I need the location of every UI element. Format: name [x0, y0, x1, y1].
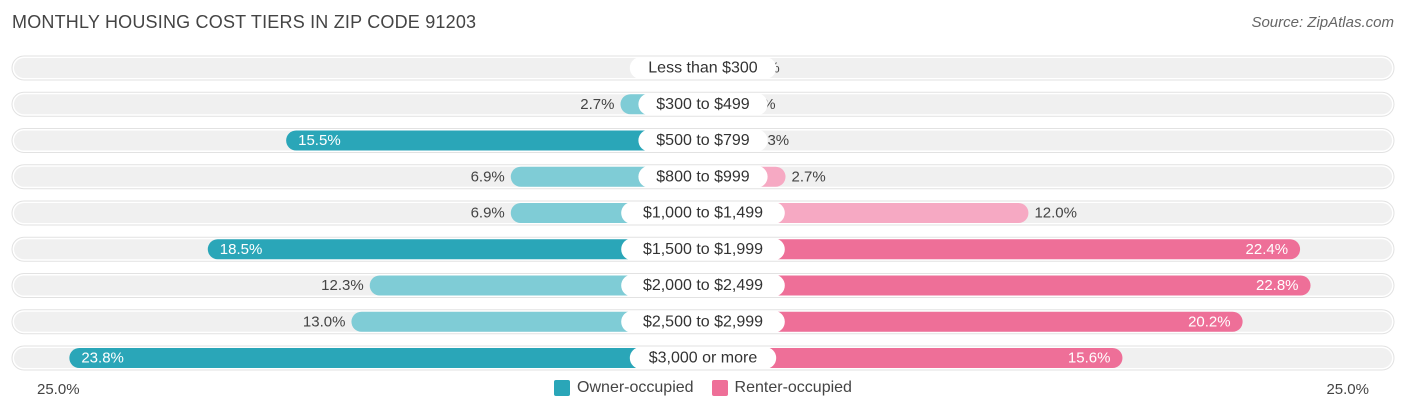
category-label: $1,500 to $1,999 — [643, 241, 763, 258]
owner-value-label: 13.0% — [303, 313, 346, 330]
renter-value-label: 12.0% — [1034, 205, 1077, 222]
category-label: $300 to $499 — [656, 96, 750, 113]
category-pill — [621, 202, 785, 224]
legend-renter-swatch — [711, 380, 728, 396]
category-pill — [638, 129, 768, 152]
renter-value-label: 2.7% — [792, 168, 826, 185]
owner-value-label: 2.7% — [580, 96, 614, 113]
legend-owner[interactable]: Owner-occupied — [554, 379, 694, 397]
legend-owner-label: Owner-occupied — [577, 379, 694, 396]
category-label: $800 to $999 — [656, 168, 750, 185]
legend-owner-swatch — [554, 380, 571, 396]
category-pill — [638, 93, 768, 116]
bar-owner — [286, 130, 715, 151]
renter-value-label: 22.8% — [1256, 277, 1299, 294]
legend-renter-label: Renter-occupied — [734, 379, 852, 396]
owner-value-label: 6.9% — [471, 205, 505, 222]
category-label: $500 to $799 — [656, 132, 750, 149]
bar-renter — [691, 239, 1301, 260]
category-pill — [638, 165, 768, 188]
category-label: $2,500 to $2,999 — [643, 313, 763, 330]
owner-value-label: 6.9% — [471, 168, 505, 185]
bar-owner — [207, 239, 715, 260]
chart-title: MONTHLY HOUSING COST TIERS IN ZIP CODE 9… — [12, 12, 477, 32]
renter-value-label: 15.6% — [1068, 350, 1111, 367]
bar-renter — [691, 348, 1123, 368]
axis-left-label: 25.0% — [37, 381, 80, 398]
category-label: $2,000 to $2,499 — [643, 277, 763, 294]
bar-owner — [69, 348, 716, 368]
owner-value-label: 18.5% — [220, 241, 263, 258]
bar-renter — [691, 275, 1311, 296]
renter-value-label: 20.2% — [1188, 313, 1231, 330]
owner-value-label: 23.8% — [81, 350, 124, 367]
category-pill — [629, 347, 777, 369]
category-pill — [621, 310, 785, 333]
legend: Owner-occupied Renter-occupied — [0, 379, 1406, 397]
category-pill — [629, 57, 777, 79]
bar-renter — [691, 311, 1243, 332]
category-label: $1,000 to $1,499 — [643, 205, 763, 222]
legend-renter[interactable]: Renter-occupied — [711, 379, 852, 397]
axis-right-label: 25.0% — [1326, 381, 1369, 398]
owner-value-label: 15.5% — [298, 132, 341, 149]
category-pill — [621, 274, 785, 297]
category-label: $3,000 or more — [649, 350, 758, 367]
category-pill — [621, 238, 785, 261]
owner-value-label: 12.3% — [321, 277, 364, 294]
renter-value-label: 22.4% — [1246, 241, 1289, 258]
source-label: Source: ZipAtlas.com — [1251, 14, 1394, 31]
category-label: Less than $300 — [648, 60, 758, 77]
